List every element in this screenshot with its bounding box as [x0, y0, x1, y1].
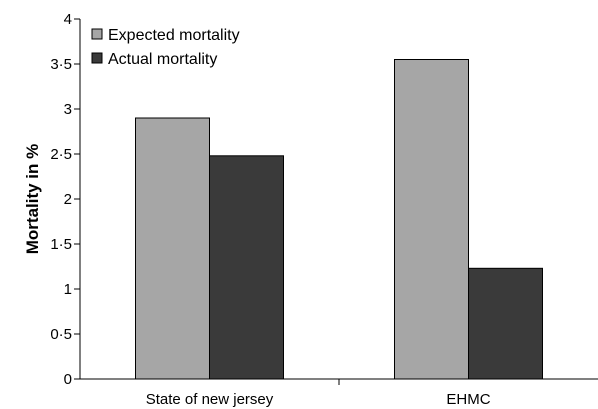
y-tick-label: 0	[64, 371, 72, 388]
x-category-label: EHMC	[446, 391, 490, 408]
y-tick-label: 1·5	[50, 236, 72, 253]
x-axis	[80, 378, 598, 385]
legend-label: Expected mortality	[108, 27, 240, 44]
y-tick-label: 2	[64, 191, 72, 208]
x-category-label: State of new jersey	[146, 391, 274, 408]
legend: Expected mortality Actual mortality	[91, 27, 240, 68]
category-labels: State of new jersey EHMC	[146, 391, 491, 408]
y-tick-label: 2·5	[50, 146, 72, 163]
legend-swatch	[91, 28, 103, 40]
bar-actual-mortality	[468, 267, 543, 380]
y-axis: 0 0·5 1 1·5 2 2·5 3 3·5 4	[50, 11, 81, 388]
y-axis-label: Mortality in %	[23, 144, 42, 255]
bar-expected-mortality	[394, 59, 469, 380]
y-tick-label: 1	[64, 281, 72, 298]
legend-swatch	[91, 52, 103, 64]
y-tick-label: 4	[64, 11, 72, 28]
legend-label: Actual mortality	[108, 51, 217, 68]
y-ticks: 0 0·5 1 1·5 2 2·5 3 3·5 4	[50, 11, 80, 388]
bar-actual-mortality	[209, 155, 284, 380]
y-tick-label: 0·5	[50, 326, 72, 343]
bars	[135, 59, 543, 380]
y-tick-label: 3	[64, 101, 72, 118]
bar-expected-mortality	[135, 117, 210, 380]
y-tick-label: 3·5	[50, 56, 72, 73]
